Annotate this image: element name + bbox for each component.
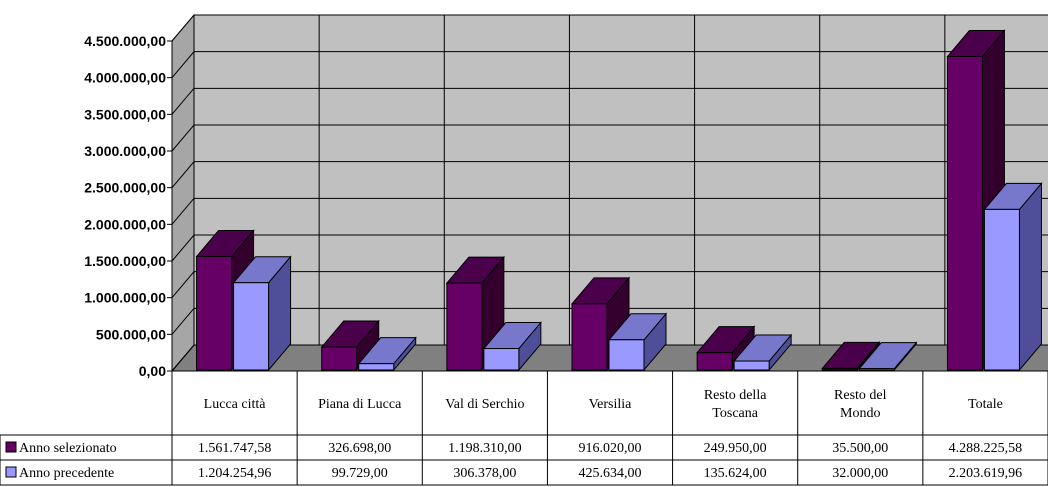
category-label: Piana di Lucca xyxy=(318,397,402,412)
category-label: Lucca città xyxy=(204,397,267,412)
y-axis: 0,00 500.000,00 1.000.000,00 1.500.000,00 2.… xyxy=(84,33,173,379)
category-label: Toscana xyxy=(712,406,758,421)
bar xyxy=(983,182,1043,372)
bar-front xyxy=(446,282,483,371)
bar-front xyxy=(571,303,608,371)
bars xyxy=(195,29,1043,372)
data-label: 306.378,00 xyxy=(453,466,516,481)
y-tick-label: 3.500.000,00 xyxy=(84,106,166,122)
category-label: Resto della xyxy=(704,388,767,403)
data-label: 916.020,00 xyxy=(579,441,642,456)
bar-front xyxy=(321,346,358,371)
bar xyxy=(821,341,881,372)
y-tick-label: 0,00 xyxy=(139,363,166,379)
bar xyxy=(445,255,505,372)
bar xyxy=(320,319,380,372)
data-label: 135.624,00 xyxy=(704,466,767,481)
bar xyxy=(232,255,292,372)
data-table: Lucca città Piana di Lucca Val di Serchio V… xyxy=(0,370,1048,486)
bar xyxy=(858,341,918,372)
bar-front xyxy=(858,368,895,371)
legend-label: Anno selezionato xyxy=(19,441,117,456)
data-label: 2.203.619,96 xyxy=(949,466,1023,481)
data-label: 249.950,00 xyxy=(704,441,767,456)
bar xyxy=(607,312,668,372)
y-tick-label: 2.500.000,00 xyxy=(84,180,166,196)
data-label: 4.288.225,58 xyxy=(949,441,1023,456)
legend-swatch xyxy=(5,441,17,453)
y-tick-label: 4.000.000,00 xyxy=(84,70,166,86)
bar-front xyxy=(358,363,395,371)
category-label: Val di Serchio xyxy=(445,397,524,412)
bar-front xyxy=(821,367,858,371)
y-tick-label: 1.500.000,00 xyxy=(84,253,166,269)
category-label: Totale xyxy=(968,397,1003,412)
bar-front xyxy=(608,339,645,371)
bar-front xyxy=(983,208,1020,371)
data-label: 425.634,00 xyxy=(579,466,642,481)
bar-front xyxy=(233,282,270,371)
data-label: 1.198.310,00 xyxy=(448,441,522,456)
y-tick-label: 500.000,00 xyxy=(96,326,166,342)
category-label: Mondo xyxy=(840,406,880,421)
y-tick-label: 3.000.000,00 xyxy=(84,143,166,159)
category-label: Versilia xyxy=(589,397,633,412)
legend-swatch xyxy=(5,466,17,478)
bar-front xyxy=(696,352,733,371)
y-tick-label: 1.000.000,00 xyxy=(84,290,166,306)
bar xyxy=(357,336,417,372)
data-label: 32.000,00 xyxy=(832,466,888,481)
bar xyxy=(733,333,793,372)
category-label: Resto del xyxy=(834,388,887,403)
data-label: 35.500,00 xyxy=(832,441,888,456)
bar-front xyxy=(483,348,520,371)
bar-front xyxy=(946,56,983,371)
data-label: 326.698,00 xyxy=(328,441,391,456)
bar-front xyxy=(196,255,233,371)
bar-front xyxy=(733,360,770,371)
bar xyxy=(482,321,542,372)
legend-label: Anno precedente xyxy=(19,466,114,481)
data-label: 1.204.254,96 xyxy=(198,466,272,481)
gridlines xyxy=(171,14,1048,372)
data-label: 1.561.747,58 xyxy=(198,441,272,456)
data-label: 99.729,00 xyxy=(332,466,388,481)
y-tick-label: 2.000.000,00 xyxy=(84,216,166,232)
bar-side xyxy=(1018,182,1042,372)
y-tick-label: 4.500.000,00 xyxy=(84,33,166,49)
side-wall xyxy=(171,13,195,373)
